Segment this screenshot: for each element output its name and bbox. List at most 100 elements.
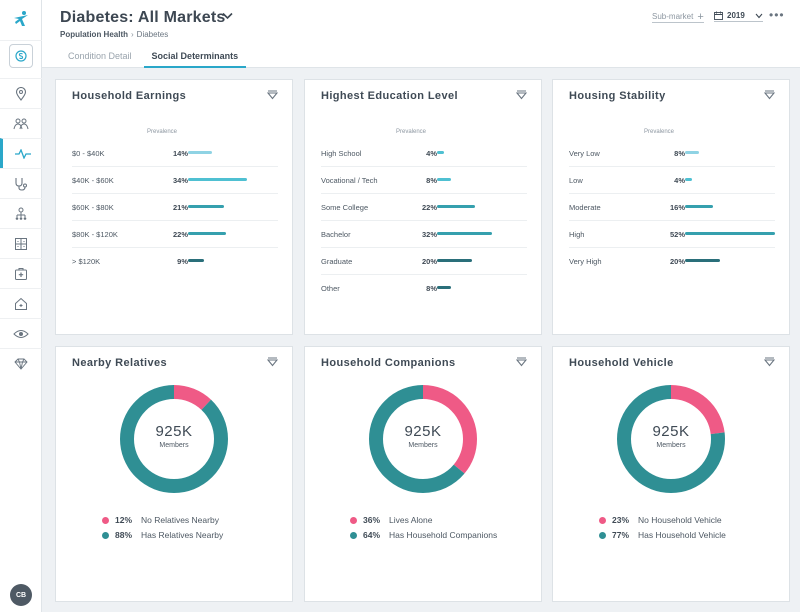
bar-track (188, 232, 278, 235)
prevalence-bar (437, 178, 451, 181)
donut-segment-secondary (120, 385, 228, 493)
filter-download-icon[interactable] (516, 357, 527, 367)
legend-percent: 64% (363, 530, 381, 540)
sidebar-item-health[interactable] (0, 138, 42, 168)
row-percent: 32% (421, 230, 437, 239)
card-household-vehicle: Household Vehicle 925K Members 23% No Ho… (552, 346, 790, 602)
bar-track (685, 178, 775, 181)
row-percent: 22% (421, 203, 437, 212)
prevalence-row: Very High 20% (569, 248, 775, 275)
prevalence-row: Bachelor 32% (321, 221, 527, 248)
sidebar-item-hospitals[interactable] (0, 258, 42, 288)
prevalence-header: Prevalence (644, 129, 675, 135)
legend-item: 36% Lives Alone (350, 514, 432, 526)
donut-chart (369, 385, 477, 493)
legend-item: 64% Has Household Companions (350, 529, 497, 541)
bar-track (437, 232, 527, 235)
card-title: Nearby Relatives (72, 357, 168, 369)
filter-download-icon[interactable] (764, 357, 775, 367)
bar-track (188, 259, 278, 262)
prevalence-bar (685, 178, 692, 181)
row-percent: 34% (172, 176, 188, 185)
row-label: $80K - $120K (72, 230, 118, 239)
chevron-down-icon[interactable] (222, 12, 233, 20)
card-title: Housing Stability (569, 90, 666, 102)
filter-download-icon[interactable] (516, 90, 527, 100)
tab-condition-detail[interactable]: Condition Detail (68, 51, 132, 61)
building-icon (15, 237, 27, 250)
prevalence-bar (437, 286, 451, 289)
card-household-earnings: Household Earnings Prevalence $0 - $40K 1… (55, 79, 293, 335)
legend-percent: 77% (612, 530, 630, 540)
row-label: Moderate (569, 203, 601, 212)
legend-item: 12% No Relatives Nearby (102, 514, 219, 526)
tab-social-determinants[interactable]: Social Determinants (143, 49, 247, 68)
members-label: Members (408, 442, 438, 449)
user-avatar[interactable]: CB (10, 584, 32, 606)
filter-download-icon[interactable] (764, 90, 775, 100)
sidebar-item-location[interactable] (0, 78, 42, 108)
members-count: 925K (404, 423, 442, 440)
row-percent: 16% (669, 203, 685, 212)
org-chart-icon (15, 207, 27, 220)
prevalence-row: High School 4% (321, 140, 527, 167)
donut-center: 925K Members (616, 423, 726, 449)
prevalence-bar (437, 232, 492, 235)
sidebar-item-premium[interactable] (0, 348, 42, 378)
prevalence-bar (685, 151, 699, 154)
row-label: High (569, 230, 585, 239)
prevalence-row: Some College 22% (321, 194, 527, 221)
breadcrumb: Population Health › Diabetes (60, 30, 168, 39)
legend-dot (102, 531, 109, 539)
legend-label: Has Household Companions (389, 530, 498, 540)
submarket-filter[interactable]: Sub-market + (652, 10, 704, 23)
breadcrumb-root[interactable]: Population Health (60, 30, 128, 39)
prevalence-row: Other 8% (321, 275, 527, 302)
sidebar-item-housing[interactable] (0, 288, 42, 318)
more-options-icon[interactable]: ••• (769, 8, 785, 22)
row-percent: 8% (674, 149, 685, 158)
page-header: Diabetes: All Markets Population Health ›… (42, 0, 800, 68)
members-count: 925K (652, 423, 690, 440)
row-percent: 52% (669, 230, 685, 239)
prevalence-row: Low 4% (569, 167, 775, 194)
row-label: $40K - $60K (72, 176, 114, 185)
calendar-icon (714, 11, 723, 20)
bar-track (685, 205, 775, 208)
card-nearby-relatives: Nearby Relatives 925K Members 12% No Rel… (55, 346, 293, 602)
sidebar-item-network[interactable] (0, 198, 42, 228)
prevalence-bar (685, 259, 720, 262)
prevalence-bar (685, 205, 713, 208)
card-household-companions: Household Companions 925K Members 36% Li… (304, 346, 542, 602)
prevalence-bar (188, 232, 226, 235)
row-label: Some College (321, 203, 369, 212)
submarket-label: Sub-market (652, 12, 694, 21)
year-selector[interactable]: 2019 (714, 11, 763, 22)
dollar-swirl-icon (15, 49, 27, 62)
legend-dot (350, 516, 357, 524)
brand-logo[interactable] (0, 0, 42, 38)
sidebar-item-care[interactable] (0, 168, 42, 198)
sidebar-item-vision[interactable] (0, 318, 42, 348)
filter-download-icon[interactable] (267, 357, 278, 367)
filter-download-icon[interactable] (267, 90, 278, 100)
breadcrumb-current: Diabetes (136, 30, 169, 39)
sidebar-item-population[interactable] (0, 108, 42, 138)
legend-percent: 36% (363, 515, 381, 525)
prevalence-row: High 52% (569, 221, 775, 248)
sidebar-item-financial[interactable] (0, 40, 42, 70)
row-percent: 4% (674, 176, 685, 185)
card-housing-stability: Housing Stability Prevalence Very Low 8% L… (552, 79, 790, 335)
pulse-icon (14, 148, 31, 159)
row-label: > $120K (72, 257, 101, 266)
bar-track (685, 259, 775, 262)
legend-dot (599, 531, 606, 539)
bar-track (437, 286, 527, 289)
eye-icon (13, 329, 29, 338)
chevron-down-icon (755, 13, 763, 18)
sidebar-item-facilities[interactable] (0, 228, 42, 258)
plus-icon: + (697, 10, 704, 23)
bar-track (437, 178, 527, 181)
legend-percent: 23% (612, 515, 630, 525)
stethoscope-icon (15, 177, 27, 191)
